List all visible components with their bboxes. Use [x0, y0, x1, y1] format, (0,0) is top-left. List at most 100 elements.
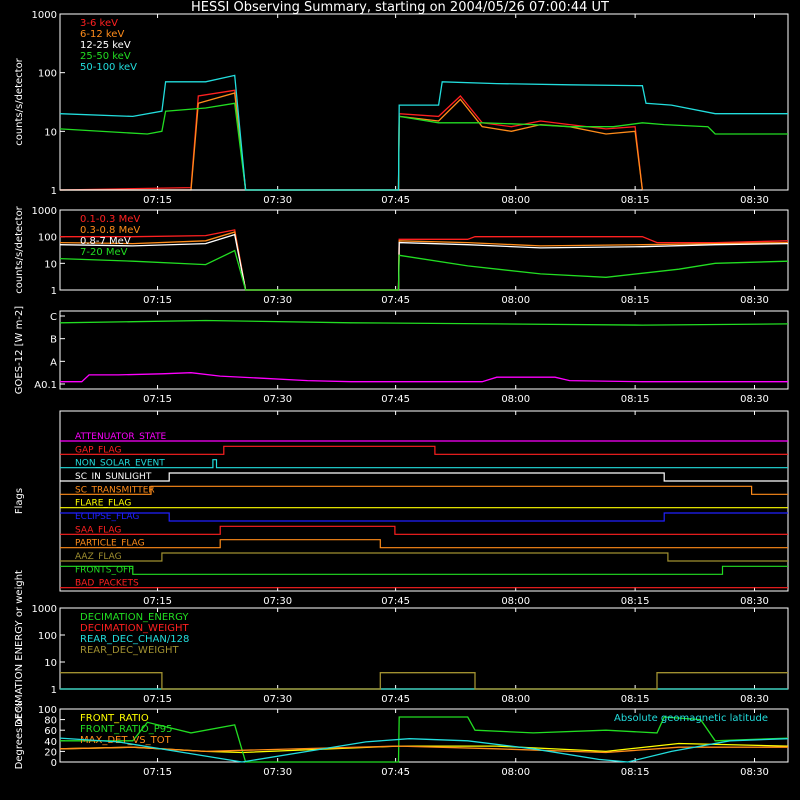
y-axis-label: counts/s/detector — [14, 205, 25, 293]
y-tick-label: B — [50, 335, 57, 346]
x-tick-label: 07:30 — [263, 195, 292, 206]
legend-entry: 0.8-7 MeV — [80, 236, 131, 247]
x-tick-label: 08:00 — [501, 295, 530, 306]
series-line-6-12-kev — [60, 92, 644, 191]
series-line-front-ratio-p95 — [60, 716, 789, 763]
flag-label: GAP_FLAG — [75, 445, 121, 455]
legend-entry: FRONT_RATIO — [80, 713, 149, 724]
x-tick-label: 08:00 — [501, 596, 530, 607]
y-axis-label: Degrees or % — [14, 702, 25, 770]
x-tick-label: 07:45 — [381, 767, 410, 778]
series-line-rear-dec-weight — [60, 672, 788, 690]
x-tick-label: 08:30 — [740, 694, 769, 705]
flag-label: ATTENUATOR_STATE — [75, 432, 167, 442]
legend-entry: 0.1-0.3 MeV — [80, 214, 140, 225]
flag-label: BAD_PACKETS — [75, 579, 139, 589]
flag-line-saa-flag — [60, 525, 788, 535]
y-axis-label: DECIMATION ENERGY or weight — [14, 570, 25, 727]
legend-entry: 6-12 keV — [80, 29, 124, 40]
y-axis-label: counts/s/detector — [14, 57, 25, 145]
x-tick-label: 07:30 — [263, 295, 292, 306]
y-tick-label: 60 — [44, 726, 57, 737]
flag-label: SC_TRANSMITTER — [75, 485, 155, 495]
series-line-max-det-vs-tot — [59, 745, 788, 754]
flag-label: AAZ_FLAG — [75, 552, 122, 562]
panel-frame-2 — [59, 310, 789, 390]
x-tick-label: 08:15 — [621, 195, 650, 206]
series-line-3-6-kev — [59, 89, 644, 191]
legend-entry: REAR_DEC_CHAN/128 — [80, 634, 189, 645]
flag-line-gap-flag — [60, 445, 788, 455]
x-tick-label: 07:15 — [143, 596, 172, 607]
flag-label: FLARE_FLAG — [75, 499, 131, 509]
legend-entry: 25-50 keV — [80, 51, 131, 62]
flag-line-particle-flag — [60, 539, 788, 549]
x-tick-label: 08:30 — [740, 394, 769, 405]
legend-entry: FRONT_RATIO_P95 — [80, 724, 172, 735]
flag-line-fronts-off — [60, 565, 788, 575]
y-tick-label: 100 — [38, 631, 57, 642]
flag-line-sc-in-sunlight — [60, 472, 788, 482]
flag-label: ECLIPSE_FLAG — [75, 512, 139, 522]
flag-label: NON_SOLAR_EVENT — [75, 459, 165, 469]
x-tick-label: 07:45 — [381, 694, 410, 705]
x-tick-label: 07:15 — [143, 394, 172, 405]
legend-entry: REAR_DEC_WEIGHT — [80, 645, 179, 656]
x-tick-label: 07:30 — [263, 694, 292, 705]
x-tick-label: 08:00 — [501, 767, 530, 778]
y-tick-label: 1000 — [32, 206, 57, 217]
x-tick-label: 07:15 — [143, 767, 172, 778]
series-line-25-50-kev — [59, 102, 788, 191]
y-axis-label: GOES-12 [W m-2] — [14, 306, 25, 394]
x-tick-label: 08:00 — [501, 694, 530, 705]
legend-entry: 3-6 keV — [80, 18, 118, 29]
y-tick-label: A — [50, 357, 57, 368]
y-tick-label: 80 — [44, 716, 57, 727]
y-tick-label: 10 — [44, 127, 57, 138]
series-line-absolute-geomagnetic-latitude — [59, 737, 789, 763]
y-tick-label: 1 — [51, 286, 57, 297]
flag-line-aaz-flag — [60, 552, 788, 562]
y-tick-label: 1 — [51, 685, 57, 696]
panel-frame-0 — [59, 13, 789, 191]
x-tick-label: 08:15 — [621, 394, 650, 405]
x-tick-label: 08:30 — [740, 767, 769, 778]
x-tick-label: 07:45 — [381, 195, 410, 206]
annotation-label: Absolute geomagnetic latitude — [614, 713, 768, 724]
x-tick-label: 08:15 — [621, 596, 650, 607]
legend-entry: 12-25 keV — [80, 40, 131, 51]
x-tick-label: 08:00 — [501, 195, 530, 206]
x-tick-label: 07:45 — [381, 596, 410, 607]
x-tick-label: 08:15 — [621, 694, 650, 705]
legend-entry: 50-100 keV — [80, 62, 137, 73]
panel-frame-5 — [59, 708, 789, 763]
x-tick-label: 08:15 — [621, 295, 650, 306]
x-tick-label: 07:15 — [143, 295, 172, 306]
flag-label: SAA_FLAG — [75, 525, 121, 535]
y-tick-label: 10 — [44, 259, 57, 270]
legend-entry: DECIMATION_WEIGHT — [80, 623, 189, 634]
x-tick-label: 07:45 — [381, 295, 410, 306]
legend-entry: MAX_DET_VS_TOT — [80, 735, 172, 746]
x-tick-label: 07:45 — [381, 394, 410, 405]
legend-entry: 7-20 MeV — [80, 247, 128, 258]
series-line-0-1-0-3-mev — [60, 229, 789, 291]
panel-frame-1 — [59, 209, 789, 291]
y-tick-label: A0.1 — [34, 380, 57, 391]
x-tick-label: 07:15 — [143, 694, 172, 705]
legend-entry: 0.3-0.8 MeV — [80, 225, 140, 236]
y-axis-label: Flags — [14, 488, 25, 514]
y-tick-label: 1000 — [32, 10, 57, 21]
flag-label: SC_IN_SUNLIGHT — [75, 472, 152, 482]
x-tick-label: 07:30 — [263, 596, 292, 607]
x-tick-label: 08:30 — [740, 195, 769, 206]
y-tick-label: 20 — [44, 747, 57, 758]
y-tick-label: 100 — [38, 69, 57, 80]
series-line-0-3-0-8-mev — [59, 231, 789, 291]
y-tick-label: 1000 — [32, 604, 57, 615]
flag-label: PARTICLE_FLAG — [75, 539, 145, 549]
flag-line-sc-transmitter — [60, 485, 788, 495]
legend-entry: DECIMATION_ENERGY — [80, 612, 189, 623]
flag-line-eclipse-flag — [60, 512, 788, 522]
